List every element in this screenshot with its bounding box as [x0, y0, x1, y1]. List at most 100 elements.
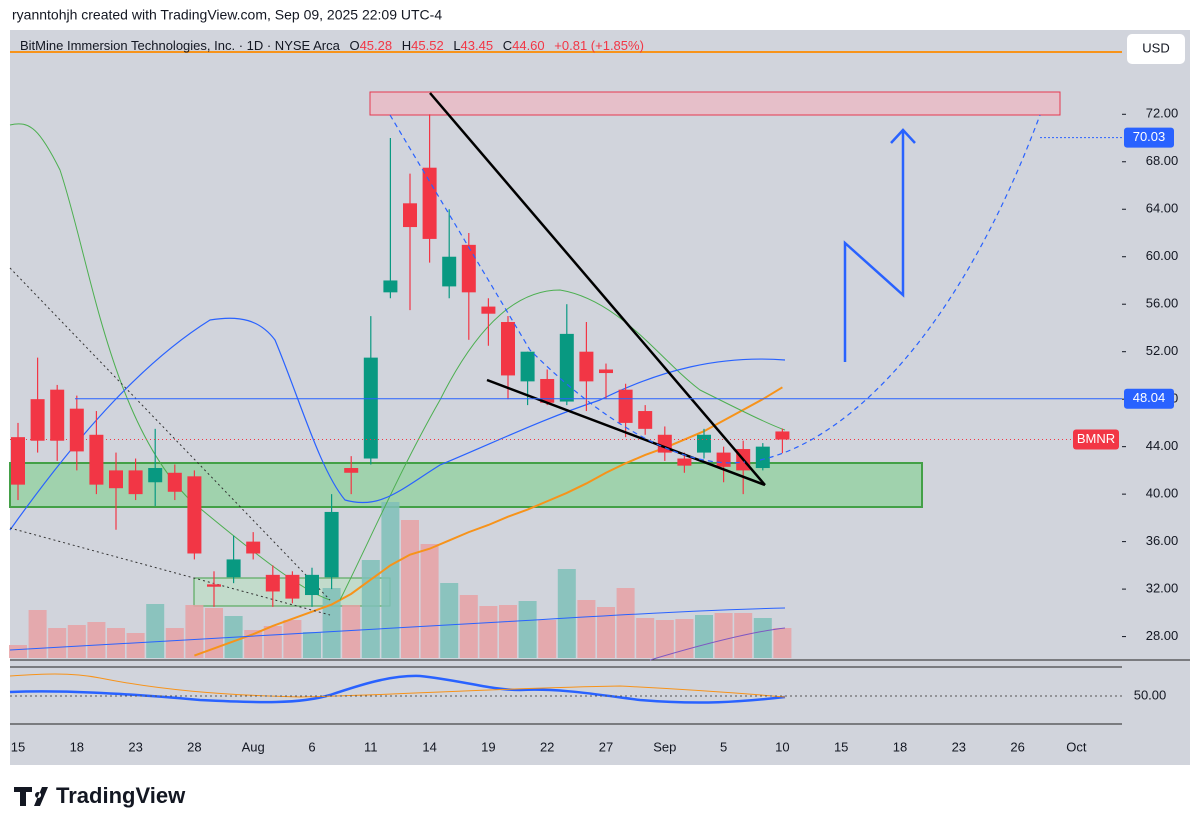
candle-body: [461, 244, 476, 293]
candle-body: [755, 446, 770, 469]
x-tick-label: 5: [720, 739, 727, 754]
volume-bar: [107, 628, 125, 658]
candle-body: [442, 256, 457, 287]
volume-bar: [244, 630, 263, 658]
volume-bar: [28, 610, 47, 658]
y-tick-label: 68.00: [1146, 153, 1179, 168]
x-tick-label: 18: [893, 739, 907, 754]
y-tick-label: 52.00: [1146, 343, 1179, 358]
volume-bar: [616, 588, 635, 658]
volume-bar: [597, 607, 615, 658]
volume-bar: [283, 620, 302, 658]
symbol: BitMine Immersion Technologies, Inc. · 1…: [20, 38, 341, 53]
candle-body: [148, 468, 163, 483]
y-tick-label: 28.00: [1146, 628, 1179, 643]
projection: [759, 114, 1041, 461]
x-tick-label: 15: [834, 739, 848, 754]
volume-bar: [205, 608, 223, 658]
volume-bar: [675, 619, 694, 658]
volume-ma: [649, 627, 786, 661]
volume-bar: [146, 604, 165, 658]
rsi-line: [9, 674, 786, 704]
candles: [10, 114, 1122, 607]
legend: BitMine Immersion Technologies, Inc. · 1…: [20, 38, 644, 53]
volume-bar: [577, 600, 596, 658]
volume-ma: [9, 607, 786, 651]
candle-body: [344, 468, 359, 473]
change: +0.81 (+1.85%): [554, 38, 644, 53]
volume-bar: [714, 613, 733, 658]
logo: TradingView: [56, 783, 186, 808]
volume-bar: [773, 628, 792, 658]
x-tick-label: 6: [308, 739, 315, 754]
volume-bar: [303, 632, 321, 658]
price-label: 70.03: [1133, 129, 1166, 144]
candle-body: [383, 280, 398, 293]
candle-body: [285, 574, 300, 599]
volume-bar: [499, 605, 517, 658]
candle-body: [579, 351, 594, 382]
trend-line: [429, 92, 766, 486]
volume-bar: [420, 544, 439, 658]
volume-bar: [518, 601, 537, 658]
volume-bar: [165, 628, 184, 658]
y-tick-label: 64.00: [1146, 201, 1179, 216]
currency[interactable]: USD: [1142, 40, 1169, 55]
currency-box[interactable]: [1127, 34, 1185, 64]
volume-bar: [263, 626, 282, 658]
candle-body: [363, 357, 378, 459]
x-tick-label: 22: [540, 739, 554, 754]
candle-body: [775, 431, 790, 440]
volume-bar: [48, 628, 67, 658]
candle-body: [716, 452, 731, 467]
logo-icon: [14, 787, 48, 806]
candle-body: [422, 167, 437, 239]
price-label: 48.04: [1133, 390, 1166, 405]
volume-bar: [695, 615, 713, 658]
y-tick-label: 60.00: [1146, 248, 1179, 263]
arrow: [843, 128, 916, 362]
candle-body: [540, 378, 555, 403]
x-tick-label: 15: [11, 739, 25, 754]
indicators: [9, 123, 786, 661]
volume-bar: [361, 560, 380, 658]
last-label: BMNR: [1077, 431, 1115, 446]
candle-body: [324, 511, 339, 578]
rsi-ma: [9, 673, 786, 698]
candle-body: [481, 306, 496, 314]
candle-body: [187, 476, 202, 554]
volume-bar: [557, 569, 576, 658]
candle-body: [305, 574, 319, 596]
candle-body: [403, 203, 417, 228]
x-tick-label: Oct: [1066, 739, 1087, 754]
candle-body: [618, 389, 633, 423]
rsi-label: 50.00: [1134, 687, 1167, 702]
support-zone: [9, 462, 923, 508]
y-tick-label: 44.00: [1146, 438, 1179, 453]
ma-line: [9, 317, 786, 531]
x-tick-label: 18: [70, 739, 84, 754]
volume-bar: [381, 502, 400, 658]
volume-bar: [655, 620, 674, 658]
volume-bar: [538, 620, 557, 658]
projection: [389, 114, 746, 464]
candle-body: [69, 408, 84, 452]
x-tick-label: Sep: [653, 739, 676, 754]
volume-bar: [342, 605, 361, 658]
volume-bar: [753, 618, 772, 658]
x-tick-label: 26: [1010, 739, 1024, 754]
candle-body: [677, 458, 692, 466]
candle-body: [109, 470, 123, 489]
x-tick-label: 23: [952, 739, 966, 754]
moving-average: [194, 386, 783, 657]
last-label-box: [1073, 429, 1119, 450]
candle-body: [638, 411, 653, 429]
value: 45.28: [360, 38, 393, 53]
candle-body: [30, 399, 45, 441]
volume-bar: [401, 520, 419, 658]
candle-body: [265, 574, 280, 592]
volume-bar: [440, 583, 459, 658]
volume-bar: [185, 605, 204, 658]
candle-body: [599, 369, 613, 374]
